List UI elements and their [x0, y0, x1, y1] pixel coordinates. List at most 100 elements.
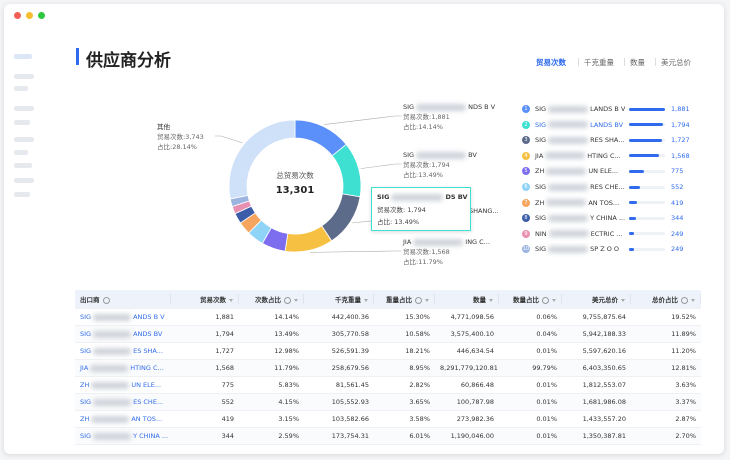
column-label: 次数占比	[255, 296, 281, 304]
close-dot[interactable]	[14, 12, 21, 19]
name-prefix: JIA	[80, 364, 89, 372]
center-label: 总贸易次数	[276, 170, 314, 180]
table-row: SIG ES CHE... 552 4.15% 105,552.93 3.65% 100,7…	[75, 394, 701, 411]
table-cell: 775	[221, 381, 234, 389]
table-cell: 19.52%	[671, 313, 696, 321]
entity-name: SIG BV	[403, 150, 477, 160]
name-prefix: SIG	[535, 214, 547, 223]
rank-bar	[629, 216, 636, 220]
entity-name[interactable]: ZH AN TOS...	[75, 415, 171, 423]
tab-separator	[578, 58, 579, 66]
sort-icon[interactable]	[489, 298, 493, 302]
table-cell: 258,679.56	[331, 364, 369, 372]
entity-name[interactable]: SIG ANDS BV	[75, 330, 171, 338]
name-suffix: Y CHINA ...	[133, 432, 169, 440]
table-cell: 1,681,986.08	[582, 398, 626, 406]
name-suffix: ES SHA...	[133, 347, 163, 355]
bar-track	[629, 247, 665, 251]
name-suffix: LANDS BV	[590, 120, 624, 129]
sort-icon[interactable]	[294, 298, 298, 302]
entity-name[interactable]: SIG ES SHA...	[75, 347, 171, 355]
table-cell: 100,787.98	[456, 398, 494, 406]
table-cell: 10.58%	[405, 330, 430, 338]
table-cell: 0.01%	[536, 347, 557, 355]
table-cell: 5,597,620.16	[582, 347, 626, 355]
entity-name: ZH UN ELE...	[535, 167, 618, 175]
name-redacted	[91, 415, 130, 423]
column-label: 贸易次数	[200, 296, 226, 304]
name-prefix: SIG	[80, 330, 92, 338]
name-redacted	[93, 313, 132, 321]
rank-value: 552	[671, 183, 684, 191]
entity-name: SHANG...	[469, 206, 499, 216]
name-redacted	[546, 167, 587, 175]
table-cell: 12.81%	[671, 364, 696, 372]
zoom-dot[interactable]	[38, 12, 45, 19]
entity-name[interactable]: SIG ES CHE...	[75, 398, 171, 406]
name-suffix: UN ELE...	[131, 381, 162, 389]
info-icon	[102, 296, 110, 304]
entity-name: SIG RES SHA...	[535, 136, 624, 144]
column-label: 美元总价	[592, 296, 618, 304]
entity-name[interactable]: ZH UN ELE...	[75, 381, 171, 389]
rank-badge: 4	[522, 151, 530, 160]
header-cell: 重量占比	[374, 294, 435, 304]
table-cell: 344	[221, 432, 234, 440]
name-suffix: HTING C...	[587, 151, 621, 160]
sort-icon[interactable]	[229, 298, 233, 302]
donut-segment	[331, 143, 362, 198]
rank-value: 1,568	[671, 151, 690, 160]
tab[interactable]: 千克重量	[584, 58, 614, 67]
table-cell: 6,403,350.65	[582, 364, 626, 372]
name-redacted	[93, 330, 132, 338]
name-redacted	[548, 214, 589, 222]
table-cell: 273,982.36	[456, 415, 494, 423]
rank-bar	[629, 138, 663, 142]
name-prefix: ZH	[80, 415, 90, 423]
callout-share: 占比:13.49%	[403, 171, 443, 179]
center-value: 13,301	[276, 185, 315, 196]
name-suffix: Y CHINA ...	[590, 214, 626, 223]
table-cell: 11.89%	[671, 330, 696, 338]
sort-icon[interactable]	[425, 298, 429, 302]
table-cell: 3.63%	[675, 381, 696, 389]
name-suffix: ECTRIC ...	[590, 229, 623, 238]
callout: 其他 贸易次数:3,743 占比:28.14%	[157, 122, 204, 152]
donut-segment	[284, 225, 333, 253]
table-cell: 3.58%	[409, 415, 430, 423]
column-label: 总价占比	[652, 296, 678, 304]
name-suffix: AN TOS...	[131, 415, 163, 423]
name-redacted	[416, 103, 467, 111]
name-prefix: SIG	[535, 105, 547, 113]
entity-name: SIG RES CHE...	[535, 183, 625, 191]
name-suffix: RES CHE...	[590, 183, 625, 191]
rank-bar	[629, 185, 640, 189]
sort-icon[interactable]	[621, 298, 625, 302]
name-redacted	[391, 193, 444, 201]
entity-name: ZH AN TOS...	[535, 199, 619, 207]
name-suffix: RES SHA...	[590, 136, 625, 145]
tab[interactable]: 贸易次数	[536, 58, 566, 67]
name-suffix: LANDS B V	[590, 105, 626, 113]
sort-icon[interactable]	[364, 298, 368, 302]
name-redacted	[548, 105, 589, 113]
entity-name[interactable]: JIA HTING C...	[75, 364, 171, 372]
name-redacted	[548, 245, 589, 253]
entity-name[interactable]: SIG Y CHINA ...	[75, 432, 171, 440]
leader-line	[309, 250, 401, 253]
rank-badge: 9	[522, 229, 530, 238]
bar-track	[629, 232, 665, 236]
tab[interactable]: 美元总价	[661, 58, 691, 67]
callout-share: 占比:14.14%	[403, 123, 443, 131]
name-redacted	[90, 364, 129, 372]
sort-icon[interactable]	[691, 298, 695, 302]
entity-name[interactable]: SIG ANDS B V	[75, 313, 171, 321]
table-cell: 18.21%	[405, 347, 430, 355]
title-accent	[76, 48, 79, 65]
name-suffix: NDS B V	[468, 103, 496, 111]
tab[interactable]: 数量	[630, 58, 645, 67]
minimize-dot[interactable]	[26, 12, 33, 19]
entity-name: SIG Y CHINA ...	[535, 214, 625, 222]
entity-name: SIG SP Z O O	[535, 245, 619, 253]
sort-icon[interactable]	[552, 298, 556, 302]
